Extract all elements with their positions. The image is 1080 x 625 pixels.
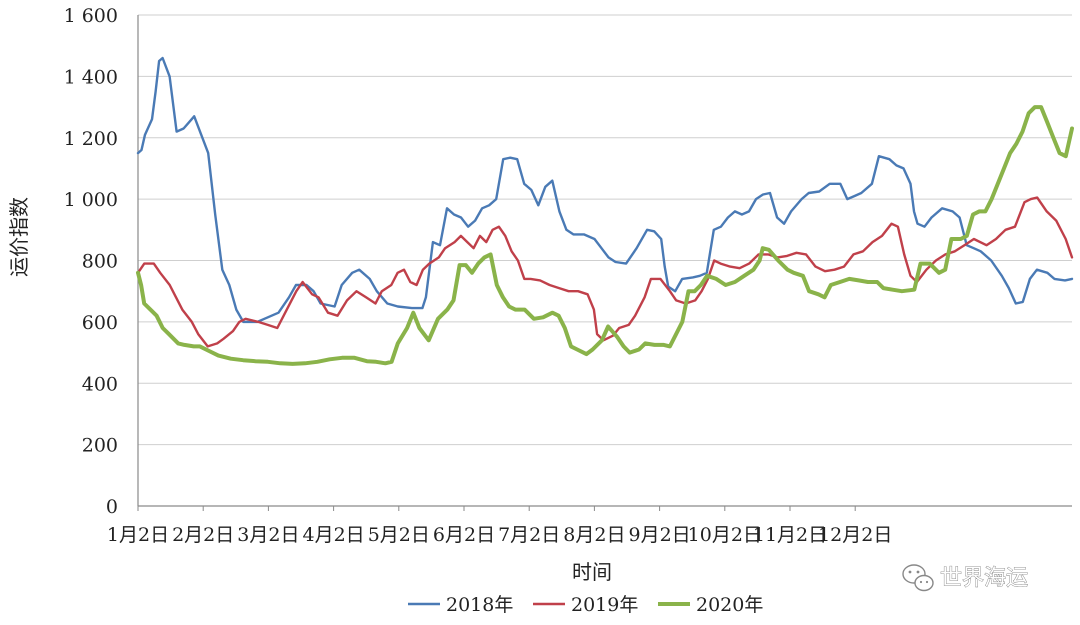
y-tick-label: 1 200 (64, 128, 118, 150)
y-axis-title: 运价指数 (7, 197, 31, 277)
gridlines (138, 14, 1072, 507)
y-tick-label: 600 (82, 312, 118, 334)
y-tick-label: 1 400 (64, 66, 118, 88)
x-tick-label: 1月2日 (107, 524, 169, 546)
series-lines (136, 56, 1074, 366)
x-tick-label: 10月2日 (688, 524, 762, 546)
y-tick-label: 400 (82, 373, 118, 395)
x-tick-label: 2月2日 (172, 524, 234, 546)
x-tick-label: 6月2日 (433, 524, 495, 546)
y-tick-label: 1 000 (64, 189, 118, 211)
x-tick-label: 9月2日 (629, 524, 691, 546)
x-tick-label: 12月2日 (818, 524, 892, 546)
wechat-icon (902, 564, 934, 592)
legend-label: 2018年 (446, 594, 513, 616)
series-line-2019年 (136, 196, 1074, 348)
x-tick-label: 8月2日 (563, 524, 625, 546)
series-line-2020年 (136, 105, 1074, 366)
y-tick-label: 1 600 (64, 5, 118, 27)
x-tick-label: 3月2日 (237, 524, 299, 546)
legend-label: 2019年 (571, 594, 638, 616)
y-tick-label: 800 (82, 251, 118, 273)
x-tick-label: 4月2日 (303, 524, 365, 546)
watermark: 世界海运 (902, 564, 1028, 592)
x-axis-title: 时间 (572, 560, 612, 584)
x-tick-label: 11月2日 (753, 524, 827, 546)
y-tick-label: 200 (82, 435, 118, 457)
x-tick-label: 7月2日 (498, 524, 560, 546)
y-axis-ticks: 0 200 400 600 800 1 000 1 200 1 400 1 600 (64, 5, 118, 518)
series-line-2018年 (136, 56, 1074, 324)
x-axis-ticks: 1月2日 2月2日 3月2日 4月2日 5月2日 6月2日 7月2日 8月2日 9月2日10月2… (107, 506, 892, 546)
legend-label: 2020年 (696, 594, 763, 616)
watermark-text: 世界海运 (940, 566, 1028, 591)
x-tick-label: 5月2日 (368, 524, 430, 546)
legend: 2018年 2019年 2020年 (408, 594, 763, 616)
y-tick-label: 0 (106, 496, 118, 518)
axes (137, 15, 1072, 507)
